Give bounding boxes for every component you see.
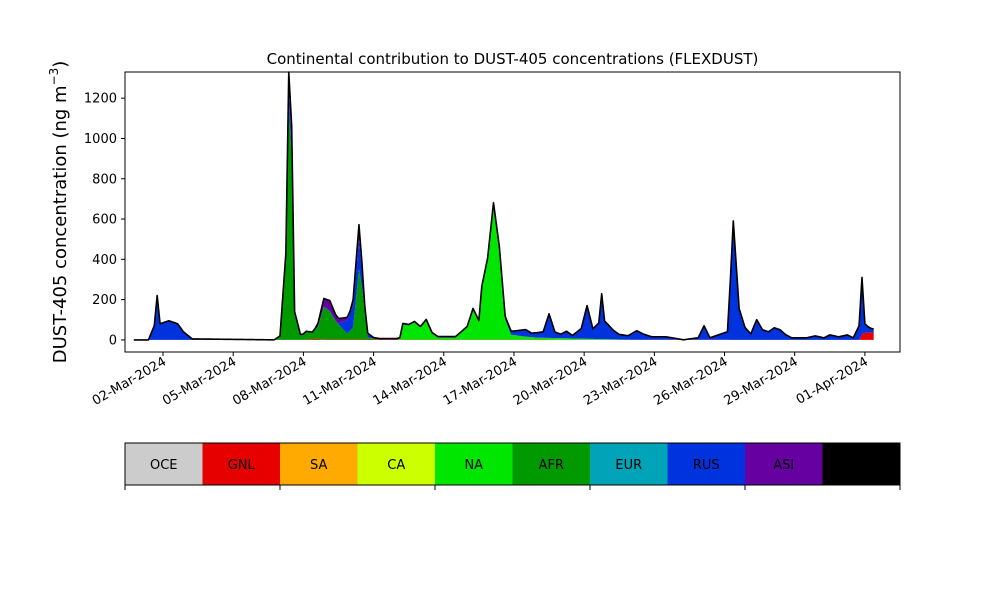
legend-label-gnl: GNL [228, 458, 256, 473]
legend-label-ca: CA [387, 458, 405, 473]
legend-colorbar: OCE GNL SA CA NA AFR EUR RUS ASI AUS [124, 442, 901, 490]
y-tick-label: 1200 [84, 92, 117, 107]
y-tick-label: 800 [92, 172, 117, 187]
legend-swatch-ca [357, 443, 435, 485]
x-tick-label: 17-Mar-2024 [441, 354, 520, 408]
y-axis-label: DUST-405 concentration (ng m−3) [47, 61, 71, 364]
x-axis-ticks: 02-Mar-202405-Mar-202408-Mar-202411-Mar-… [90, 352, 871, 409]
x-tick-label: 11-Mar-2024 [300, 354, 379, 408]
plot-frame [124, 71, 901, 353]
x-tick-label: 01-Apr-2024 [794, 354, 871, 407]
y-tick-label: 1000 [84, 132, 117, 147]
x-tick-label: 02-Mar-2024 [90, 354, 169, 408]
legend-label-eur: EUR [615, 458, 642, 473]
legend-label-na: NA [464, 458, 483, 473]
legend-swatch-sa [280, 443, 358, 485]
x-tick-label: 23-Mar-2024 [581, 354, 660, 408]
y-axis-ticks: 0 200 400 600 800 1000 1200 [84, 92, 125, 348]
x-tick-label: 29-Mar-2024 [722, 354, 801, 408]
total-outline [133, 71, 874, 341]
y-axis-label-main: DUST-405 concentration (ng m [50, 85, 71, 363]
legend-swatch-oce [125, 443, 203, 485]
legend-label-sa: SA [310, 458, 327, 473]
x-tick-label: 05-Mar-2024 [160, 354, 239, 408]
legend-frame [124, 442, 901, 486]
legend-swatch-asi [745, 443, 823, 485]
legend-label-aus: AUS [848, 458, 875, 473]
legend-swatch-gnl [202, 443, 280, 485]
area-na [133, 204, 874, 340]
x-tick-label: 14-Mar-2024 [371, 354, 450, 408]
legend-swatch-eur [590, 443, 668, 485]
legend-swatch-aus [822, 443, 900, 485]
y-axis-label-sup: −3 [47, 68, 61, 86]
x-tick-label: 20-Mar-2024 [511, 354, 590, 408]
x-tick-label: 08-Mar-2024 [230, 354, 309, 408]
y-tick-label: 400 [92, 253, 117, 268]
legend-label-afr: AFR [539, 458, 564, 473]
x-tick-label: 26-Mar-2024 [651, 354, 730, 408]
y-tick-label: 200 [92, 293, 117, 308]
y-tick-label: 600 [92, 213, 117, 228]
legend-label-rus: RUS [693, 458, 720, 473]
chart-title: Continental contribution to DUST-405 con… [267, 50, 759, 68]
legend-label-asi: ASI [773, 458, 794, 473]
legend-swatch-afr [512, 443, 590, 485]
y-axis-label-tail: ) [50, 61, 71, 68]
legend-swatch-na [435, 443, 513, 485]
y-tick-label: 0 [109, 333, 117, 348]
legend-swatch-rus [667, 443, 745, 485]
stacked-area-layer [133, 71, 874, 341]
legend-label-oce: OCE [150, 458, 178, 473]
